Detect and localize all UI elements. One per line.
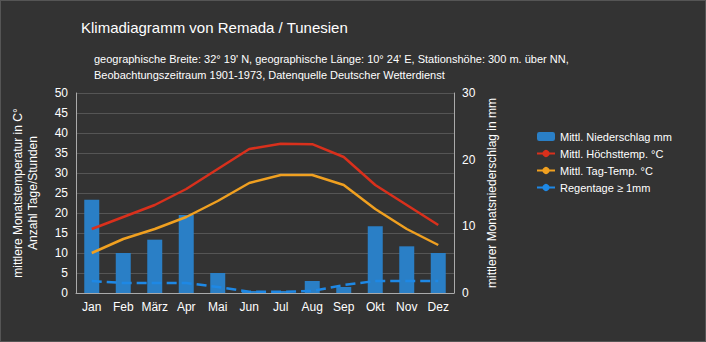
svg-text:10: 10 [55, 246, 69, 260]
svg-text:5: 5 [61, 266, 68, 280]
svg-text:Apr: Apr [177, 300, 196, 314]
svg-text:Mittl. Tag-Temp. °C: Mittl. Tag-Temp. °C [560, 165, 653, 177]
svg-text:10: 10 [462, 219, 476, 233]
svg-text:Mittl. Höchsttemp. °C: Mittl. Höchsttemp. °C [560, 148, 663, 160]
svg-text:Nov: Nov [396, 300, 417, 314]
svg-text:35: 35 [55, 146, 69, 160]
svg-text:50: 50 [55, 86, 69, 100]
svg-text:30: 30 [55, 166, 69, 180]
svg-text:0: 0 [462, 286, 469, 300]
svg-text:45: 45 [55, 106, 69, 120]
svg-text:Jun: Jun [240, 300, 259, 314]
svg-text:März: März [141, 300, 168, 314]
svg-text:Klimadiagramm von Remada / Tun: Klimadiagramm von Remada / Tunesien [81, 19, 348, 36]
svg-text:25: 25 [55, 186, 69, 200]
svg-text:Mittl. Niederschlag mm: Mittl. Niederschlag mm [560, 131, 672, 143]
svg-text:20: 20 [55, 206, 69, 220]
svg-text:Dez: Dez [428, 300, 449, 314]
svg-text:30: 30 [462, 86, 476, 100]
svg-text:geographische Breite: 32° 19': geographische Breite: 32° 19' N, geograp… [94, 53, 569, 65]
svg-text:Beobachtungszeitraum 1901-1973: Beobachtungszeitraum 1901-1973, Datenque… [94, 69, 445, 81]
svg-text:Aug: Aug [302, 300, 323, 314]
svg-text:Mai: Mai [208, 300, 227, 314]
svg-text:Regentage ≥ 1mm: Regentage ≥ 1mm [560, 182, 650, 194]
svg-text:20: 20 [462, 153, 476, 167]
svg-text:Anzahl Tage/Stunden: Anzahl Tage/Stunden [26, 136, 40, 250]
svg-text:40: 40 [55, 126, 69, 140]
svg-text:Okt: Okt [366, 300, 385, 314]
svg-text:Sep: Sep [333, 300, 355, 314]
svg-text:0: 0 [61, 286, 68, 300]
svg-text:15: 15 [55, 226, 69, 240]
svg-text:Jan: Jan [82, 300, 101, 314]
svg-text:mittlerer Monatsniederschlag i: mittlerer Monatsniederschlag in mm [485, 98, 499, 288]
svg-text:Jul: Jul [273, 300, 288, 314]
svg-text:Feb: Feb [113, 300, 134, 314]
svg-text:mittlere Monatstemperatur in C: mittlere Monatstemperatur in C° [11, 108, 25, 278]
